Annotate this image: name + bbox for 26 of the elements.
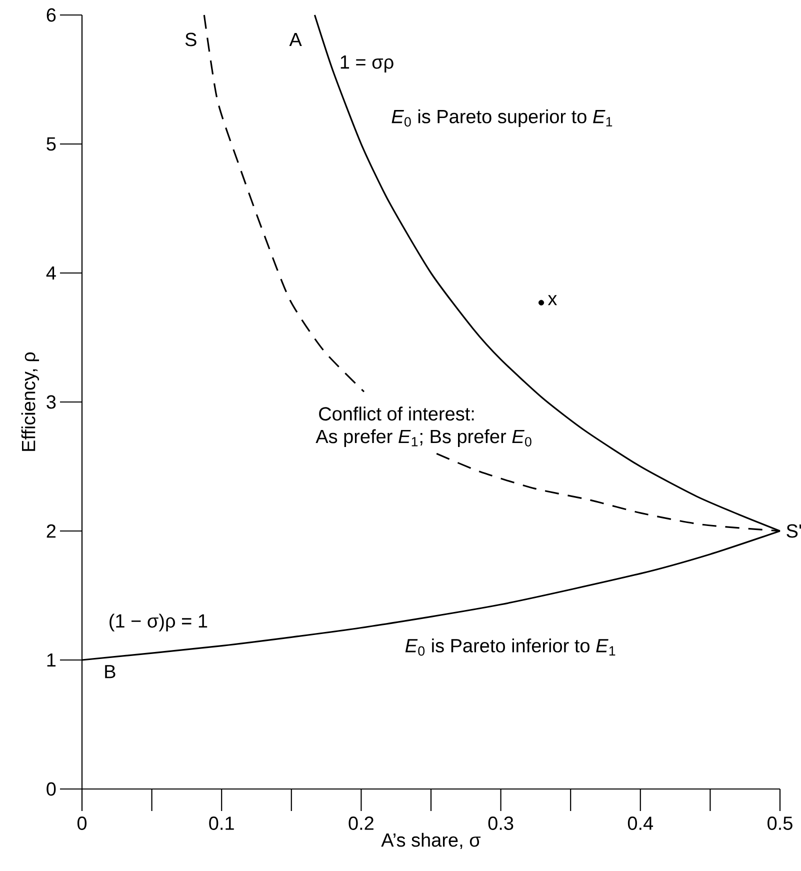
y-tick-label: 0 xyxy=(46,782,56,796)
x-tick-label: 0 xyxy=(77,816,87,830)
y-tick-label: 3 xyxy=(46,395,56,409)
x-tick-label: 0.5 xyxy=(768,816,792,830)
y-tick-label: 5 xyxy=(46,137,56,151)
annotation: (1 − σ)ρ = 1 xyxy=(110,614,208,632)
annotation: A xyxy=(289,32,302,46)
x-tick-label: 0.1 xyxy=(209,816,234,830)
y-tick-label: 6 xyxy=(46,8,56,22)
x-tick-label: 0.4 xyxy=(628,816,654,830)
annotation: B xyxy=(105,665,116,678)
text: S' xyxy=(786,524,801,538)
annotation: E$_{0}$ is Pareto inferior to E$_{1}$ xyxy=(405,638,616,656)
annotation: Conflict of interest: xyxy=(319,406,474,421)
x-tick-label: 0.3 xyxy=(488,816,514,830)
x-axis-title: A’s share, σ xyxy=(381,832,481,850)
annotation: E$_{0}$ is Pareto superior to E$_{1}$ xyxy=(392,109,612,128)
annotation: As prefer E$_{1}$; Bs prefer E$_{0}$ xyxy=(316,429,532,447)
annotation: x xyxy=(548,295,557,306)
annotation: S xyxy=(185,32,196,46)
annotation: 1 = σρ xyxy=(340,56,394,73)
x-tick-label: 0.2 xyxy=(348,816,374,830)
y-tick-label: 4 xyxy=(46,266,56,280)
y-tick-label: 1 xyxy=(47,653,56,667)
y-axis-title: Efficiency, ρ xyxy=(21,352,40,451)
y-tick-label: 2 xyxy=(46,524,56,538)
